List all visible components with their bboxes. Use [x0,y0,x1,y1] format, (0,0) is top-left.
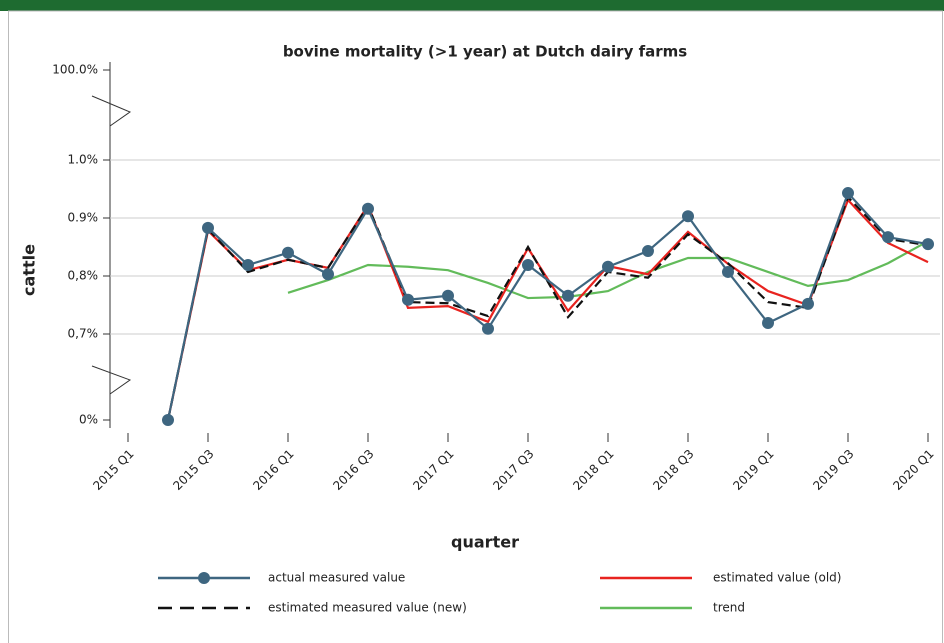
data-point [642,245,654,258]
y-tick-label: 0,8% [68,269,99,283]
data-point [842,187,854,200]
data-point [882,231,894,244]
series-line [287,240,929,300]
x-tick-label: 2016 Q3 [330,447,376,493]
data-point [402,293,414,306]
x-tick-label: 2015 Q3 [170,447,216,493]
data-point [602,260,614,273]
legend-label: trend [713,601,745,615]
series-line [166,195,929,421]
x-tick-label: 2017 Q3 [490,447,536,493]
data-point [442,289,454,302]
legend-label: estimated measured value (new) [268,601,467,615]
x-tick-label: 2015 Q1 [90,447,136,493]
data-point [682,210,694,223]
x-tick-label: 2017 Q1 [410,447,456,493]
y-tick-label: 0,7% [68,327,99,341]
x-tick-label: 2019 Q3 [810,447,856,493]
data-point [242,258,254,271]
chart-title: bovine mortality (>1 year) at Dutch dair… [283,43,687,61]
data-point [762,316,774,329]
series-line [166,197,929,421]
y-tick-label: 100.0% [52,63,98,77]
data-point [482,322,494,335]
data-point [362,202,374,215]
axis-break [91,365,132,395]
data-point [562,289,574,302]
legend-label: actual measured value [268,571,405,585]
legend-marker [198,572,210,584]
y-tick-label: 1.0% [68,153,99,167]
data-point [802,297,814,310]
y-tick-label: 0% [79,413,98,427]
data-point [722,265,734,278]
data-point [162,414,174,426]
data-point [282,246,294,259]
data-point [922,238,934,251]
series-line [166,190,929,421]
x-tick-label: 2016 Q1 [250,447,296,493]
y-axis-label: cattle [20,244,39,296]
data-point [322,268,334,281]
frame [8,10,943,643]
axis-break [91,95,132,127]
data-point [202,221,214,234]
legend-label: estimated value (old) [713,571,841,585]
x-axis-label: quarter [451,533,519,552]
x-tick-label: 2020 Q1 [890,447,936,493]
y-tick-label: 0.9% [68,211,99,225]
x-tick-label: 2018 Q1 [570,447,616,493]
x-tick-label: 2019 Q1 [730,447,776,493]
header-bar [0,0,944,11]
x-tick-label: 2018 Q3 [650,447,696,493]
data-point [522,258,534,271]
